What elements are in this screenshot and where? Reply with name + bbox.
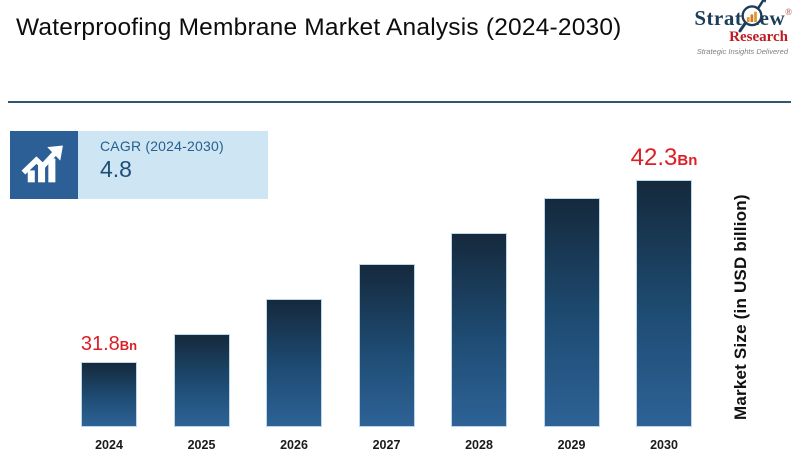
x-tick-label-2027: 2027: [372, 438, 401, 452]
bar-2027: [358, 264, 415, 427]
brand-sub-name: Research: [729, 29, 788, 45]
x-tick-label-2026: 2026: [280, 438, 308, 452]
x-tick-label-2024: 2024: [95, 438, 123, 452]
value-label-2030: 42.3Bn: [631, 146, 698, 170]
bar-2030: [636, 180, 692, 427]
cagr-text-block: CAGR (2024-2030) 4.8: [78, 131, 224, 199]
bar-2029: [543, 198, 600, 427]
magnifier-growth-icon: [738, 0, 767, 33]
title-divider-line: [8, 101, 791, 103]
brand-tagline: Strategic Insights Delivered: [696, 47, 788, 56]
value-unit: Bn: [677, 152, 698, 169]
y-axis-title: Market Size (in USD billion): [731, 194, 750, 420]
bar-2028: [451, 233, 507, 427]
registered-trademark-symbol: ®: [785, 7, 792, 17]
x-tick-label-2028: 2028: [465, 438, 493, 452]
bar-2024: [81, 362, 137, 427]
growth-chart-icon: [10, 131, 78, 199]
brand-name: Stratview: [694, 6, 786, 30]
value-unit: Bn: [119, 338, 138, 353]
bar-2026: [266, 299, 322, 427]
brand-logo: Stratview® Research Strategic Insights D…: [652, 0, 792, 56]
x-tick-label-2025: 2025: [187, 438, 216, 452]
value-number: 42.3: [630, 144, 678, 171]
value-number: 31.8: [80, 333, 120, 355]
cagr-badge: CAGR (2024-2030) 4.8: [10, 131, 268, 199]
x-tick-label-2030: 2030: [650, 438, 678, 452]
cagr-label: CAGR (2024-2030): [100, 138, 224, 154]
brand-logo-row: Stratview®: [694, 0, 792, 33]
value-label-2024: 31.8Bn: [81, 334, 137, 354]
page-title: Waterproofing Membrane Market Analysis (…: [16, 14, 622, 41]
bar-2025: [173, 334, 230, 427]
cagr-value: 4.8: [100, 156, 132, 182]
x-tick-label-2029: 2029: [557, 438, 586, 452]
